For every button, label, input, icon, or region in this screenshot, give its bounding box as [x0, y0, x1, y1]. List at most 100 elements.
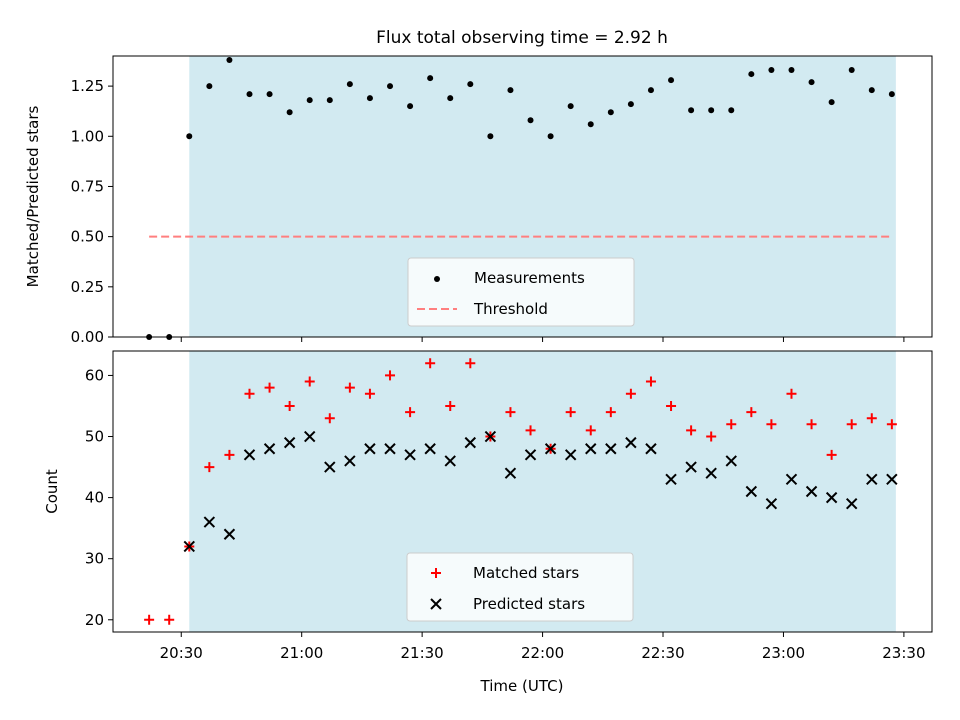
measurement-point [427, 75, 434, 82]
measurement-point [808, 79, 815, 86]
x-axis-label: Time (UTC) [480, 677, 564, 695]
y-tick-label: 30 [85, 550, 104, 568]
predicted-star-point [464, 436, 477, 449]
x-tick-label: 20:30 [160, 644, 203, 662]
measurement-point [366, 95, 373, 102]
measurement-point [668, 77, 675, 84]
predicted-star-point [605, 443, 617, 455]
measurement-point [768, 67, 775, 74]
x-tick-label: 23:00 [762, 644, 805, 662]
measurement-point [748, 71, 755, 78]
legend-label: Matched stars [473, 564, 579, 582]
chart-title: Flux total observing time = 2.92 h [376, 28, 668, 48]
legend-label: Measurements [474, 269, 585, 287]
predicted-star-point [404, 449, 416, 461]
predicted-star-point [304, 430, 316, 443]
predicted-star-point [665, 473, 677, 485]
axes-frame [112, 350, 933, 633]
measurement-point [206, 83, 213, 90]
measurement-point [226, 57, 233, 64]
matched-star-point [284, 400, 295, 411]
y-tick-label: 1.25 [71, 77, 104, 95]
legend-box [406, 552, 634, 622]
measurement-point [326, 97, 333, 104]
predicted-star-point [484, 430, 497, 443]
axes-frame [112, 55, 933, 338]
legend-label: Predicted stars [473, 595, 585, 613]
predicted-star-point [283, 436, 296, 449]
measurement-point [346, 81, 353, 88]
predicted-star-point [384, 443, 396, 455]
measurement-point [407, 103, 414, 110]
predicted-star-point [725, 455, 737, 467]
predicted-star-point [504, 467, 517, 479]
measurement-point [708, 107, 715, 114]
matched-star-point [706, 431, 717, 442]
predicted-star-point [845, 498, 858, 510]
x-tick-label: 22:30 [641, 644, 684, 662]
matched-star-point [304, 376, 315, 387]
matched-star-point [204, 462, 215, 473]
measurement-point [647, 87, 654, 94]
measurement-point [627, 101, 634, 108]
matched-star-point [364, 388, 375, 399]
measurement-point [286, 109, 293, 116]
matched-star-point [344, 382, 355, 393]
matched-star-point [525, 425, 536, 436]
y-axis-label: Matched/Predicted stars [24, 106, 42, 288]
y-axis-label: Count [43, 469, 61, 514]
measurement-point [567, 103, 574, 110]
predicted-star-point [263, 443, 276, 455]
legend-predicted-swatch [430, 598, 442, 610]
matched-star-point [826, 449, 837, 460]
top-panel: 0.00 0.25 0.50 0.75 1.00 1.25 Matched/Predicte… [24, 55, 933, 346]
predicted-star-point [524, 449, 537, 461]
measurement-point [306, 97, 313, 104]
matched-star-point [144, 614, 155, 625]
measurement-point [607, 109, 614, 116]
predicted-star-point [805, 485, 818, 498]
measurement-point [447, 95, 454, 102]
x-tick-label: 21:00 [280, 644, 323, 662]
legend-label: Threshold [473, 300, 548, 318]
matched-star-point [686, 425, 697, 436]
measurement-point [487, 133, 494, 140]
x-tick-label: 23:30 [882, 644, 925, 662]
measurement-point [266, 91, 273, 98]
measurement-point [246, 91, 253, 98]
matched-star-point [385, 370, 396, 381]
matched-star-point [886, 419, 897, 430]
measurement-point [467, 81, 474, 88]
predicted-star-point [364, 443, 376, 455]
predicted-star-point [825, 491, 838, 504]
matched-star-point [645, 376, 656, 387]
matched-star-point [726, 419, 737, 430]
measurement-point [828, 99, 835, 106]
predicted-star-point [625, 436, 637, 449]
predicted-star-point [705, 467, 717, 479]
predicted-star-point [765, 498, 778, 510]
predicted-star-point [585, 443, 597, 455]
y-tick-label: 0.75 [71, 177, 104, 195]
legend-matched-swatch [431, 568, 441, 578]
matched-star-point [605, 407, 616, 418]
predicted-star-point [745, 485, 758, 498]
matched-star-point [866, 413, 877, 424]
predicted-star-point [544, 443, 557, 455]
legend-measurement-swatch [434, 276, 440, 282]
matched-star-point [425, 358, 436, 369]
legend: Matched stars Predicted stars [406, 552, 634, 622]
measurement-point [728, 107, 735, 114]
predicted-star-point [685, 461, 697, 473]
measurement-point [848, 67, 855, 74]
y-tick-label: 0.50 [71, 228, 104, 246]
matched-star-point [746, 407, 757, 418]
predicted-star-point [424, 443, 436, 455]
matched-star-point [806, 419, 817, 430]
matched-star-point [505, 407, 516, 418]
predicted-star-point [444, 455, 456, 467]
matched-star-point [846, 419, 857, 430]
matched-star-point [625, 388, 636, 399]
matched-star-point [585, 425, 596, 436]
